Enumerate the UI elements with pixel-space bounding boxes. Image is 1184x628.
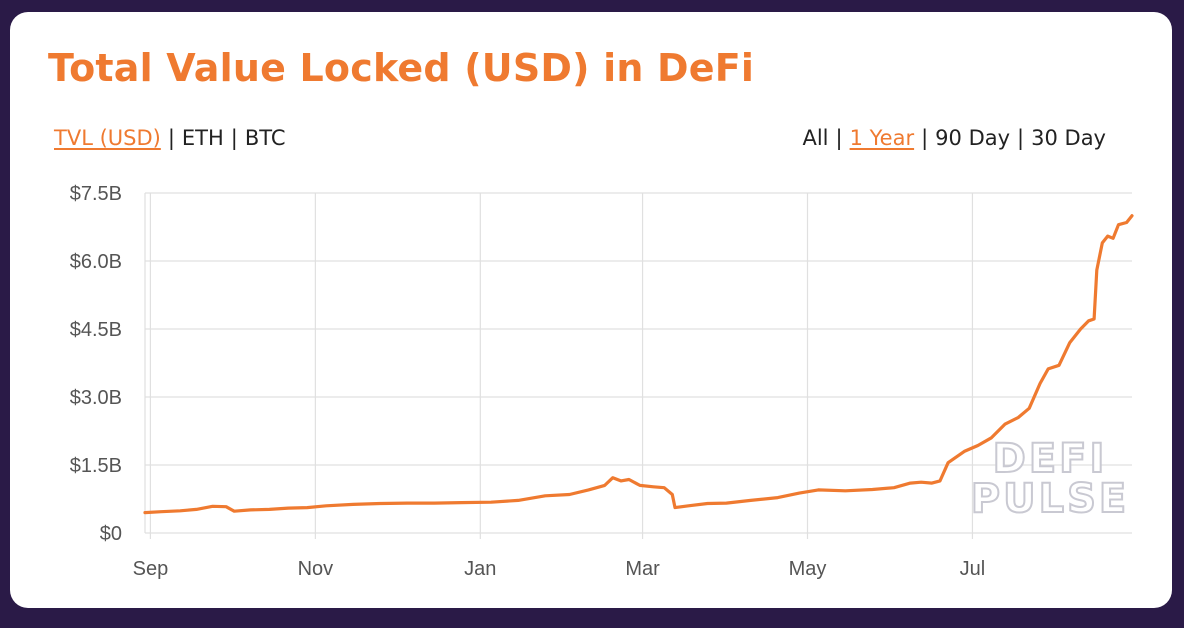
x-tick-label: May — [789, 558, 827, 580]
y-axis: $0 $1.5B $3.0B $4.5B $6.0B $7.5B — [70, 183, 122, 545]
x-axis: Sep Nov Jan Mar May Jul — [133, 558, 986, 580]
y-tick-label: $4.5B — [70, 319, 122, 341]
x-tick-label: Jul — [960, 558, 986, 580]
watermark-line-1: DEFI — [993, 436, 1108, 482]
tvl-line-chart: $0 $1.5B $3.0B $4.5B $6.0B $7.5B Sep Nov Jan Mar… — [70, 183, 1134, 580]
x-tick-label: Sep — [133, 558, 169, 580]
range-tabs: All | 1 Year | 90 Day | 30 Day — [802, 126, 1106, 150]
metric-tabs: TVL (USD) | ETH | BTC — [54, 126, 286, 150]
tab-separator: | — [230, 126, 238, 150]
tab-separator: | — [835, 126, 843, 150]
chart-card: Total Value Locked (USD) in DeFi TVL (US… — [10, 12, 1172, 608]
tab-separator: | — [167, 126, 175, 150]
y-tick-label: $0 — [100, 523, 122, 545]
defi-pulse-watermark: DEFI PULSE — [970, 435, 1129, 523]
tab-all[interactable]: All — [802, 126, 829, 150]
tab-30-day[interactable]: 30 Day — [1031, 126, 1106, 150]
tab-tvl-usd[interactable]: TVL (USD) — [54, 126, 161, 150]
y-tick-label: $6.0B — [70, 251, 122, 273]
tab-separator: | — [1017, 126, 1025, 150]
tab-1-year[interactable]: 1 Year — [849, 126, 915, 150]
y-tick-label: $3.0B — [70, 387, 122, 409]
tab-90-day[interactable]: 90 Day — [935, 126, 1011, 150]
x-tick-label: Mar — [625, 558, 660, 580]
tab-btc[interactable]: BTC — [244, 126, 286, 150]
page-title: Total Value Locked (USD) in DeFi — [48, 46, 755, 90]
y-tick-label: $7.5B — [70, 183, 122, 205]
tab-separator: | — [921, 126, 929, 150]
x-tick-label: Nov — [298, 558, 334, 580]
y-tick-label: $1.5B — [70, 455, 122, 477]
tab-eth[interactable]: ETH — [181, 126, 224, 150]
tvl-series-line — [143, 214, 1134, 515]
chart-grid — [144, 192, 1132, 539]
x-tick-label: Jan — [464, 558, 496, 580]
chart-series — [143, 214, 1134, 515]
watermark-line-2: PULSE — [971, 476, 1129, 522]
